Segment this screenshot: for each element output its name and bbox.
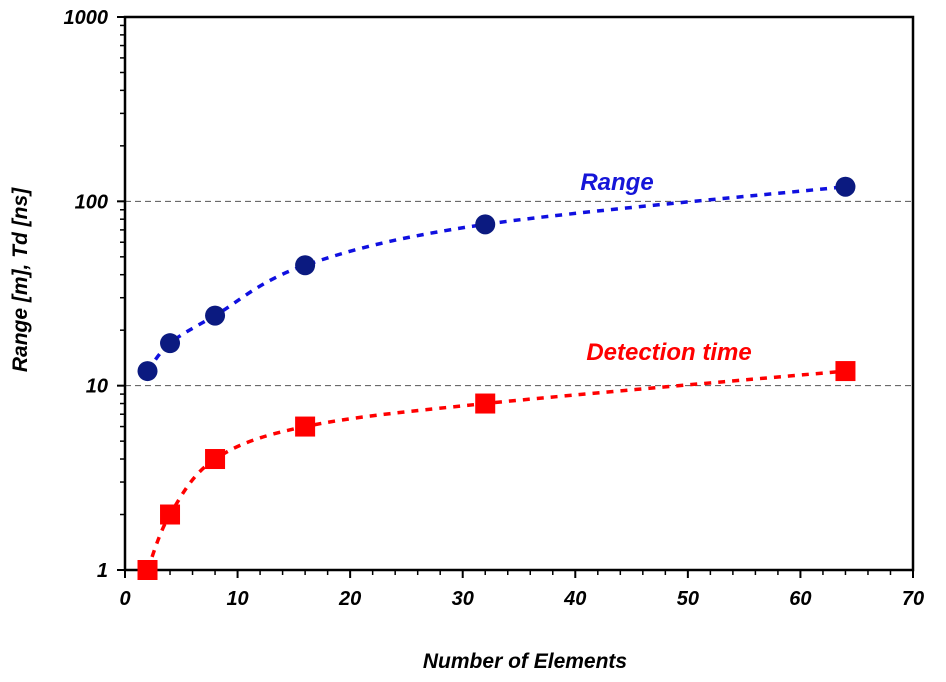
data-point-range-8: [205, 305, 226, 326]
data-markers: [137, 176, 856, 580]
x-tick-label-10: 10: [226, 588, 248, 610]
y-tick-label-1000: 1000: [64, 7, 109, 29]
data-point-detection-time-32: [475, 393, 496, 414]
series-lines: [145, 184, 846, 571]
data-point-detection-time-4: [160, 504, 181, 525]
x-tick-label-0: 0: [119, 588, 130, 610]
x-tick-label-50: 50: [677, 588, 699, 610]
series-label-range: Range: [580, 169, 653, 196]
x-tick-labels: 0 10 20 30 40 50 60 70: [119, 588, 924, 610]
series-line-range: [146, 184, 846, 373]
data-point-range-4: [160, 333, 181, 354]
data-point-detection-time-16: [295, 416, 316, 437]
x-tick-label-30: 30: [452, 588, 474, 610]
x-tick-label-60: 60: [789, 588, 811, 610]
y-tick-label-100: 100: [75, 191, 108, 213]
gridlines: [125, 200, 913, 387]
x-tick-label-40: 40: [563, 588, 586, 610]
data-point-range-16: [295, 255, 316, 276]
data-point-detection-time-2: [137, 560, 158, 580]
y-tick-label-10: 10: [86, 376, 108, 398]
series-line-detection-time: [145, 369, 846, 571]
data-point-range-2: [137, 361, 158, 382]
plot-area-frame: [123, 15, 915, 572]
data-point-detection-time-64: [835, 361, 856, 382]
data-point-range-32: [475, 214, 496, 235]
y-tick-labels: 1 10 100 1000: [64, 7, 109, 582]
x-axis-title: Number of Elements: [423, 650, 627, 673]
data-point-range-64: [835, 176, 856, 197]
x-tick-label-70: 70: [902, 588, 924, 610]
y-tick-label-1: 1: [97, 560, 108, 582]
data-point-detection-time-8: [205, 449, 226, 470]
y-axis-title: Range [m], Td [ns]: [9, 187, 32, 372]
x-tick-label-20: 20: [338, 588, 361, 610]
series-label-detection-time: Detection time: [586, 339, 751, 366]
axis-ticks: [117, 16, 914, 578]
